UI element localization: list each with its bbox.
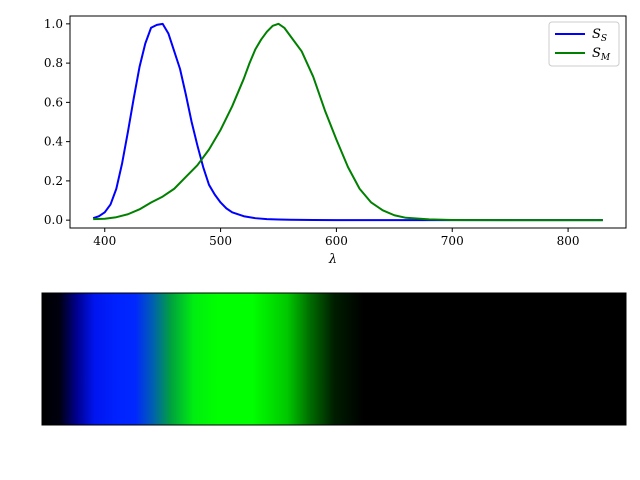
x-tick-label: 600 [325,234,348,248]
y-ticks: 0.0 0.2 0.4 0.6 0.8 1.0 [44,17,70,227]
x-ticks: 400 500 600 700 800 [93,228,580,248]
spectrum-strip [42,293,626,425]
series-line-0 [92,22,603,222]
series-layer [92,22,603,222]
legend-label-sm: SM [592,46,611,63]
x-tick-label: 500 [209,234,232,248]
plot-frame [69,15,627,229]
x-axis-label: λ [328,252,337,267]
y-tick-label: 0.8 [44,56,63,70]
x-tick-label: 700 [441,234,464,248]
spectrum-frame [41,292,627,426]
x-tick-label: 400 [93,234,116,248]
legend-label-ss: SS [592,27,607,44]
series-line-1 [93,22,603,222]
y-tick-label: 0.6 [44,95,63,109]
line-chart: 400 500 600 700 800 0.0 0.2 0.4 0.6 0.8 1.0 λ SS … [44,15,627,267]
y-tick-label: 0.4 [44,135,63,149]
y-tick-label: 1.0 [44,17,63,31]
x-tick-label: 800 [557,234,580,248]
spectrum-panel [41,292,627,426]
legend: SS SM [548,21,620,67]
y-tick-label: 0.0 [44,213,63,227]
y-tick-label: 0.2 [44,174,63,188]
